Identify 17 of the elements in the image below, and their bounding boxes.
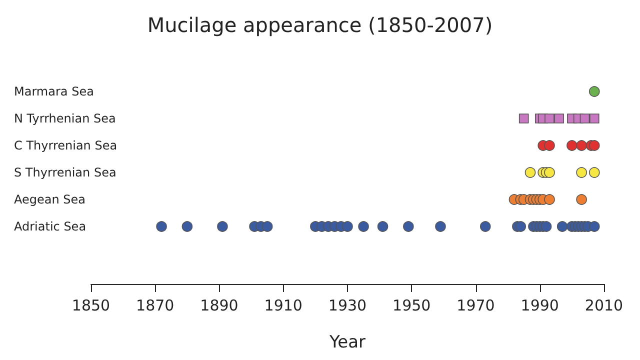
x-tick-label: 1930 xyxy=(328,296,367,314)
y-tick-label: Marmara Sea xyxy=(14,84,94,98)
chart-title: Mucilage appearance (1850-2007) xyxy=(147,13,493,37)
x-tick-label: 1970 xyxy=(456,296,495,314)
y-tick-label: Aegean Sea xyxy=(14,192,86,206)
x-tick-label: 1850 xyxy=(72,296,110,314)
y-tick-label: Adriatic Sea xyxy=(14,220,86,234)
x-tick-label: 1910 xyxy=(264,296,302,314)
x-tick-label: 1890 xyxy=(200,296,238,314)
y-tick-label: C Thyrrenian Sea xyxy=(14,138,118,152)
y-tick-label: S Thyrrenian Sea xyxy=(14,166,116,180)
x-tick-label: 1950 xyxy=(392,296,431,314)
x-axis-title: Year xyxy=(328,332,366,352)
x-tick-label: 2010 xyxy=(584,296,624,314)
x-tick-label: 1990 xyxy=(520,296,559,314)
y-tick-label: N Tyrrhenian Sea xyxy=(14,112,116,126)
x-tick-label: 1870 xyxy=(136,296,174,314)
